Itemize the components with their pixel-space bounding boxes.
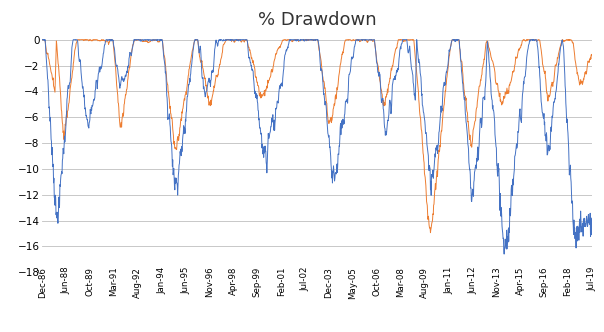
4 Indexes — [176, 133, 183, 137]
Long-Term Treas — [588, 217, 596, 221]
4 Indexes — [528, 38, 536, 42]
Long-Term Treas — [176, 162, 183, 166]
4 Indexes — [588, 52, 596, 56]
Line: 4 Indexes: 4 Indexes — [42, 40, 592, 233]
Long-Term Treas — [370, 38, 378, 42]
Long-Term Treas — [501, 252, 508, 256]
4 Indexes — [560, 39, 567, 42]
4 Indexes — [535, 38, 542, 42]
Title: % Drawdown: % Drawdown — [258, 11, 376, 29]
4 Indexes — [149, 39, 156, 42]
Long-Term Treas — [528, 38, 536, 42]
4 Indexes — [427, 231, 434, 235]
Long-Term Treas — [535, 66, 542, 70]
Long-Term Treas — [39, 38, 46, 42]
Long-Term Treas — [560, 44, 567, 48]
4 Indexes — [39, 38, 46, 42]
4 Indexes — [370, 38, 378, 42]
Long-Term Treas — [149, 38, 156, 42]
Line: Long-Term Treas: Long-Term Treas — [42, 40, 592, 254]
